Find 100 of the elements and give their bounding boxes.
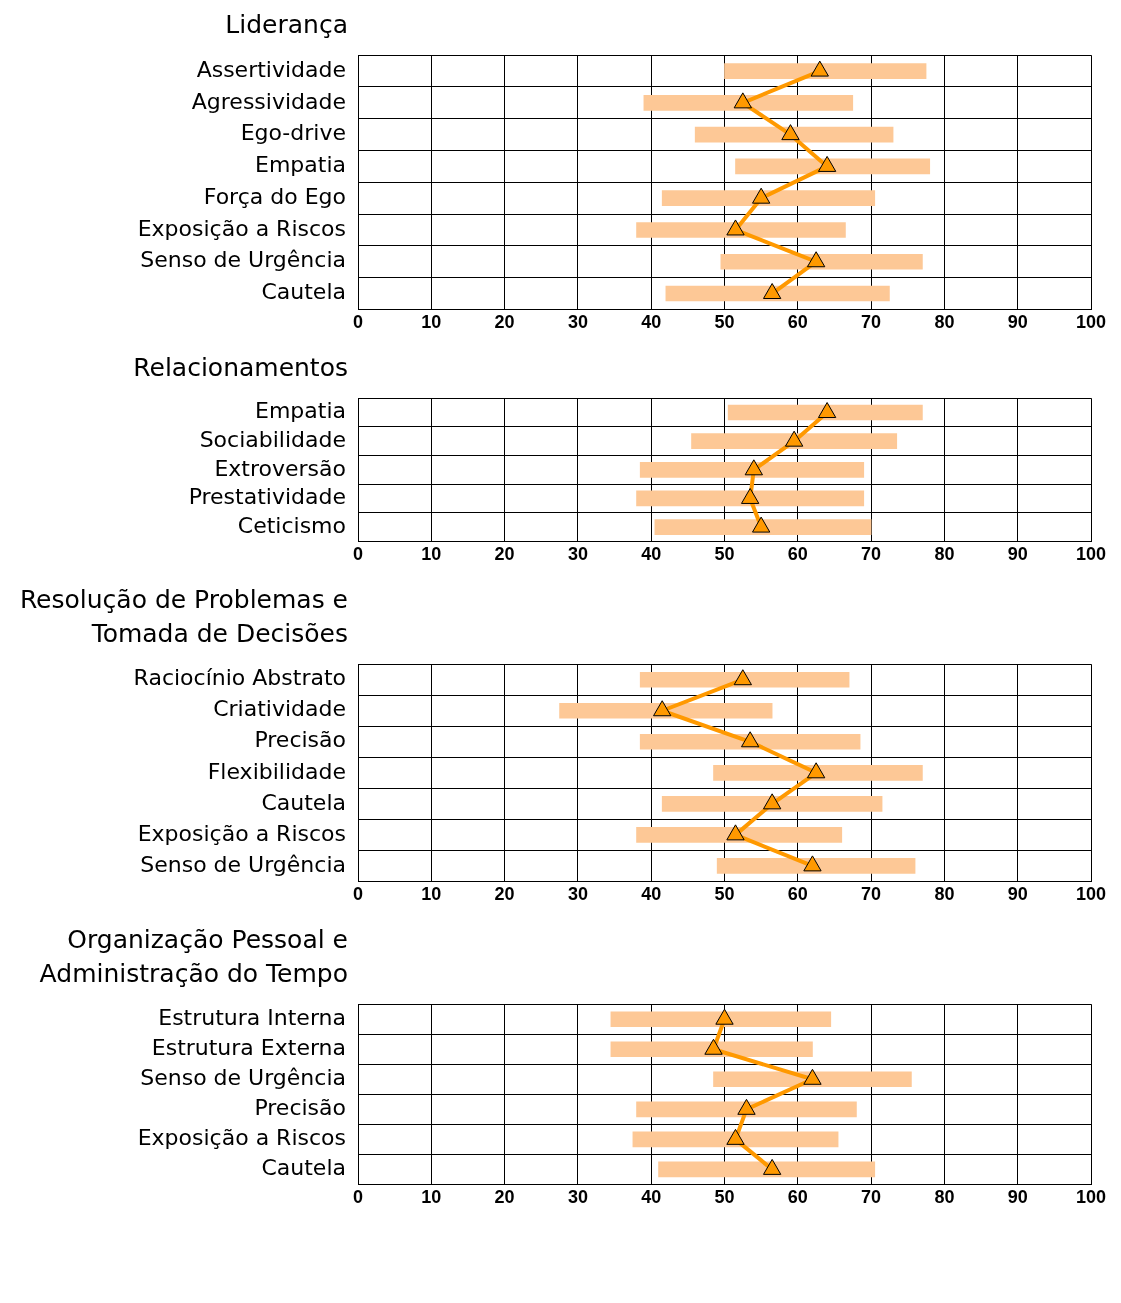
x-tick-label: 70 (861, 1187, 882, 1208)
bar (639, 671, 850, 688)
x-tick-label: 90 (1007, 544, 1028, 565)
x-tick-label: 10 (421, 312, 442, 333)
x-tick-label: 100 (1075, 884, 1107, 905)
x-tick-label: 80 (934, 312, 955, 333)
y-tick-label: Exposição a Riscos (137, 1125, 346, 1151)
x-tick-label: 70 (861, 884, 882, 905)
y-tick-label: Prestatividade (188, 484, 346, 510)
y-tick-label: Ego-drive (240, 120, 346, 146)
x-tick-label: 10 (421, 544, 442, 565)
point (817, 155, 837, 172)
y-tick-label: Ceticismo (237, 512, 346, 538)
y-tick-label: Senso de Urgência (140, 1065, 346, 1090)
y-tick-label: Assertividade (196, 56, 346, 82)
y-tick-label: Estrutura Interna (158, 1004, 346, 1030)
x-tick-label: 50 (714, 884, 735, 905)
y-tick-label: Precisão (254, 1095, 346, 1121)
point (741, 731, 760, 748)
point (733, 92, 752, 109)
bar (636, 1101, 857, 1118)
y-tick-label: Senso de Urgência (140, 851, 346, 877)
x-tick-label: 0 (352, 312, 364, 333)
chart-title: Liderança (224, 9, 348, 41)
x-tick-label: 80 (934, 544, 955, 565)
x-tick-label: 0 (352, 544, 364, 565)
x-tick-label: 70 (861, 544, 882, 565)
point (803, 1068, 822, 1085)
point (762, 1158, 782, 1175)
point (653, 700, 672, 717)
x-tick-label: 20 (494, 884, 515, 905)
point (803, 855, 822, 872)
x-tick-label: 90 (1007, 884, 1028, 905)
x-tick-label: 60 (787, 1187, 808, 1208)
bar (720, 253, 923, 270)
point (762, 793, 782, 810)
point (715, 1008, 734, 1025)
bar (691, 433, 898, 449)
bar (559, 702, 773, 719)
x-tick-label: 40 (641, 884, 662, 905)
point (762, 283, 782, 300)
x-tick-label: 30 (567, 884, 588, 905)
y-tick-label: Extroversão (214, 455, 346, 481)
point (726, 219, 745, 236)
x-tick-label: 40 (641, 1187, 662, 1208)
x-tick-label: 30 (567, 1187, 588, 1208)
y-tick-label: Exposição a Riscos (137, 820, 346, 846)
x-tick-label: 20 (494, 544, 515, 565)
x-tick-label: 40 (641, 312, 662, 333)
point (751, 516, 771, 533)
x-tick-label: 30 (567, 544, 588, 565)
bar (665, 285, 890, 302)
x-tick-label: 60 (787, 544, 808, 565)
y-tick-label: Empatia (255, 152, 346, 178)
x-tick-label: 20 (494, 312, 515, 333)
x-tick-label: 60 (787, 884, 808, 905)
y-tick-label: Cautela (261, 789, 346, 815)
y-tick-label: Força do Ego (203, 183, 346, 209)
x-tick-label: 60 (787, 312, 808, 333)
x-tick-label: 80 (934, 1187, 955, 1208)
bar (636, 827, 843, 843)
x-tick-label: 10 (421, 884, 442, 905)
bar (639, 733, 861, 750)
x-tick-label: 50 (714, 544, 735, 565)
point (737, 1098, 756, 1115)
bar (610, 1041, 813, 1058)
bar (643, 95, 854, 111)
bar (713, 764, 923, 781)
y-tick-label: Sociabilidade (199, 426, 346, 452)
x-tick-label: 0 (352, 884, 364, 905)
y-tick-label: Agressividade (191, 88, 346, 114)
x-tick-label: 20 (494, 1187, 515, 1208)
bar (661, 796, 883, 812)
point (806, 762, 826, 779)
chart-title: Resolução de Problemas e Tomada de Decisões (18, 584, 348, 650)
y-tick-label: Raciocínio Abstrato (133, 665, 346, 691)
x-tick-label: 90 (1007, 312, 1028, 333)
chart-title: Organização Pessoal e Administração do Tempo (38, 924, 348, 990)
point (810, 60, 829, 77)
y-tick-label: Criatividade (213, 696, 346, 722)
x-tick-label: 100 (1075, 544, 1107, 565)
bar (636, 222, 846, 238)
x-tick-label: 50 (714, 1187, 735, 1208)
bar (610, 1011, 832, 1028)
point (806, 251, 826, 268)
point (781, 124, 800, 141)
x-tick-label: 50 (714, 312, 735, 333)
point (741, 487, 760, 504)
y-tick-label: Flexibilidade (207, 758, 346, 784)
y-tick-label: Cautela (261, 279, 346, 305)
bar (654, 519, 872, 535)
point (744, 459, 763, 476)
y-tick-label: Precisão (254, 727, 346, 753)
bar (724, 63, 927, 79)
bar (727, 404, 923, 421)
point (733, 669, 752, 686)
chart-title: Relacionamentos (132, 352, 348, 384)
y-tick-label: Senso de Urgência (140, 247, 346, 273)
point (704, 1038, 723, 1055)
y-tick-label: Empatia (255, 398, 346, 424)
